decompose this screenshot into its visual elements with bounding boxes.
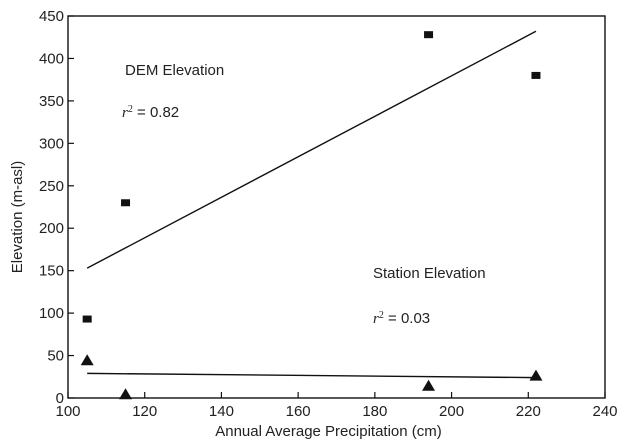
- y-axis-label: Elevation (m-asl): [9, 161, 26, 274]
- trendline-series-0: [86, 30, 537, 269]
- dem-r2-symbol: r: [122, 105, 128, 121]
- dem-point-2: [424, 31, 434, 39]
- x-tick-label-140: 140: [209, 403, 234, 420]
- y-tick-label-400: 400: [39, 50, 64, 67]
- x-tick-label-200: 200: [439, 403, 464, 420]
- station-r2-annotation: r2 = 0.03: [373, 310, 430, 328]
- y-tick-label-350: 350: [39, 93, 64, 110]
- dem-point-3: [531, 71, 541, 79]
- data-points: [80, 31, 543, 400]
- dem-r2-value: = 0.82: [133, 104, 179, 121]
- plot-frame: [67, 15, 606, 399]
- dem-r2-annotation: r2 = 0.82: [122, 104, 179, 122]
- dem-r2-exponent: 2: [128, 104, 133, 115]
- y-tick-label-450: 450: [39, 8, 64, 25]
- y-tick-label-50: 50: [47, 348, 64, 365]
- station-point-0: [80, 354, 94, 366]
- station-r2-exponent: 2: [379, 310, 384, 321]
- y-tick-label-150: 150: [39, 263, 64, 280]
- y-tick-label-0: 0: [56, 390, 64, 407]
- x-tick-label-160: 160: [286, 403, 311, 420]
- trendlines: [86, 30, 537, 379]
- x-axis-label: Annual Average Precipitation (cm): [215, 423, 442, 440]
- station-elevation-label: Station Elevation: [373, 265, 486, 282]
- x-tick-label-240: 240: [592, 403, 617, 420]
- y-axis-ticks: 0 50 100 150 200 250 300 350 400 450: [39, 8, 74, 407]
- station-point-1: [119, 388, 133, 400]
- station-point-2: [422, 379, 436, 391]
- x-tick-label-120: 120: [132, 403, 157, 420]
- y-tick-label-250: 250: [39, 178, 64, 195]
- dem-point-1: [121, 199, 131, 207]
- x-tick-label-100: 100: [55, 403, 80, 420]
- y-tick-label-100: 100: [39, 305, 64, 322]
- y-tick-label-200: 200: [39, 220, 64, 237]
- dem-point-0: [82, 315, 92, 323]
- trendline-series-1: [87, 372, 536, 379]
- annotations: DEM Elevation r2 = 0.82 Station Elevatio…: [122, 62, 486, 327]
- x-axis-ticks: 100 120 140 160 180 200 220 240: [55, 392, 618, 420]
- dem-elevation-label: DEM Elevation: [125, 62, 224, 79]
- station-point-3: [529, 369, 543, 381]
- station-r2-value: = 0.03: [384, 310, 430, 327]
- station-r2-symbol: r: [373, 311, 379, 327]
- x-tick-label-220: 220: [516, 403, 541, 420]
- y-tick-label-300: 300: [39, 135, 64, 152]
- x-tick-label-180: 180: [362, 403, 387, 420]
